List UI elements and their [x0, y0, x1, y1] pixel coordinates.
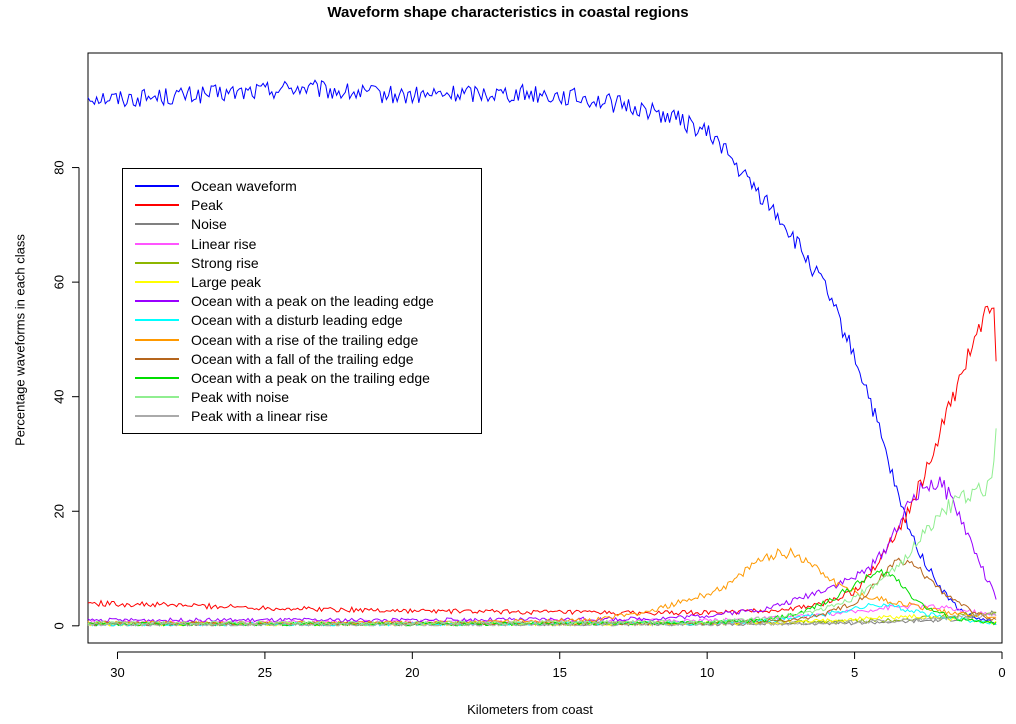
series-line-11	[87, 428, 997, 626]
legend-item-1: Peak	[135, 196, 223, 214]
x-tick-label-3: 15	[553, 665, 567, 680]
legend-label: Ocean with a disturb leading edge	[191, 312, 403, 329]
legend-swatch	[135, 338, 179, 341]
legend-item-5: Large peak	[135, 273, 261, 291]
legend-label: Ocean with a peak on the trailing edge	[191, 370, 430, 386]
series-line-0	[87, 79, 997, 625]
legend: Ocean waveform Peak Noise Linear rise Strong…	[122, 168, 482, 434]
y-tick-label-1: 20	[52, 504, 67, 518]
series-line-6	[87, 476, 997, 623]
legend-swatch	[135, 415, 179, 418]
x-tick-label-0: 30	[110, 665, 124, 680]
plot-area	[87, 52, 1003, 644]
series-layer	[87, 79, 997, 627]
legend-item-10: Ocean with a peak on the trailing edge	[135, 369, 430, 387]
series-line-9	[87, 557, 997, 627]
x-axis-label: Kilometers from coast	[467, 702, 593, 717]
y-tick-label-2: 40	[52, 389, 67, 403]
x-tick-label-4: 10	[700, 665, 714, 680]
y-tick-label-0: 0	[52, 622, 67, 629]
legend-item-4: Strong rise	[135, 254, 259, 272]
x-tick-label-5: 5	[851, 665, 858, 680]
legend-swatch	[135, 204, 179, 207]
legend-label: Ocean with a peak on the leading edge	[191, 293, 434, 310]
legend-swatch	[135, 357, 179, 360]
legend-item-6: Ocean with a peak on the leading edge	[135, 292, 434, 310]
legend-item-9: Ocean with a fall of the trailing edge	[135, 350, 414, 368]
y-axis-label: Percentage waveforms in each class	[12, 234, 28, 446]
chart-title: Waveform shape characteristics in coasta…	[327, 4, 689, 21]
axis-layer: 30 25 20 15 10 5 0 0 20 40 60 80	[52, 160, 1006, 680]
legend-label: Strong rise	[191, 254, 259, 271]
legend-item-0: Ocean waveform	[135, 177, 297, 195]
legend-swatch	[135, 396, 179, 399]
legend-swatch	[135, 377, 179, 379]
legend-label: Noise	[191, 216, 227, 233]
legend-item-8: Ocean with a rise of the trailing edge	[135, 331, 418, 349]
y-tick-label-3: 60	[52, 275, 67, 289]
legend-item-11: Peak with noise	[135, 388, 289, 406]
legend-label: Peak with noise	[191, 389, 290, 406]
legend-label: Large peak	[191, 274, 262, 290]
series-line-8	[87, 547, 997, 626]
legend-swatch	[135, 185, 179, 187]
legend-label: Peak	[191, 197, 223, 214]
legend-item-12: Peak with a linear rise	[135, 407, 328, 425]
x-tick-label-6: 0	[998, 665, 1005, 680]
legend-swatch	[135, 319, 179, 322]
legend-item-2: Noise	[135, 215, 227, 233]
y-tick-label-4: 80	[52, 160, 67, 174]
legend-swatch	[135, 281, 179, 283]
legend-item-3: Linear rise	[135, 235, 256, 253]
legend-swatch	[135, 223, 179, 226]
legend-label: Ocean with a rise of the trailing edge	[191, 331, 419, 348]
legend-label: Linear rise	[191, 235, 257, 252]
x-tick-label-2: 20	[405, 665, 419, 680]
legend-swatch	[135, 300, 179, 303]
legend-item-7: Ocean with a disturb leading edge	[135, 311, 403, 329]
legend-label: Peak with a linear rise	[191, 408, 328, 425]
series-line-12	[87, 611, 997, 627]
x-tick-label-1: 25	[258, 665, 272, 680]
legend-label: Ocean waveform	[191, 178, 297, 194]
legend-swatch	[135, 261, 179, 264]
legend-swatch	[135, 242, 179, 245]
legend-label: Ocean with a fall of the trailing edge	[191, 350, 414, 367]
